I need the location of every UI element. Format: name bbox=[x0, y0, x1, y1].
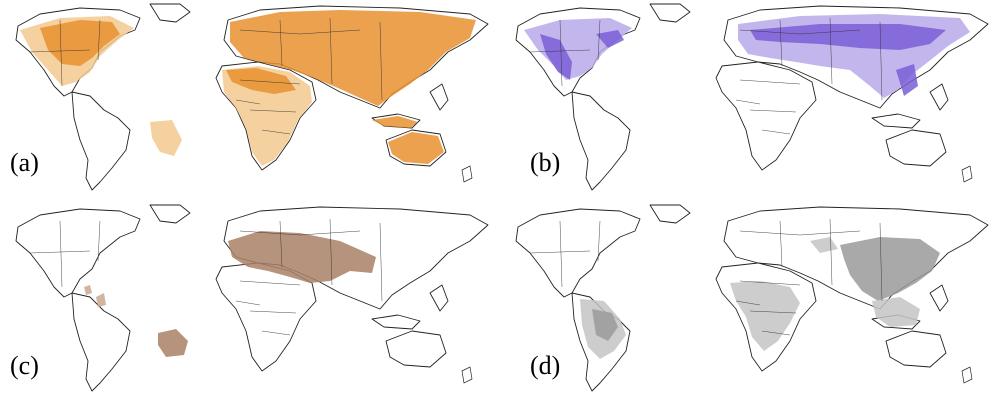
borders-d bbox=[529, 218, 883, 336]
panel-label-d: (d) bbox=[530, 351, 561, 380]
range-c bbox=[84, 231, 376, 357]
panel-label-a: (a) bbox=[10, 148, 39, 177]
range-a bbox=[20, 10, 476, 166]
world-map-c bbox=[15, 204, 489, 392]
borders-b bbox=[529, 17, 883, 135]
world-map-b bbox=[515, 3, 989, 191]
panel-label-c: (c) bbox=[10, 351, 39, 380]
map-panel-c: (c) bbox=[0, 201, 500, 402]
map-panel-a: (a) bbox=[0, 0, 500, 201]
map-panel-b: (b) bbox=[500, 0, 1000, 201]
range-b bbox=[524, 14, 970, 98]
base-land-c bbox=[15, 204, 489, 392]
world-map-a bbox=[15, 3, 489, 191]
panel-label-b: (b) bbox=[530, 148, 561, 177]
world-map-d bbox=[515, 204, 989, 392]
map-panel-d: (d) bbox=[500, 201, 1000, 402]
borders-a bbox=[29, 17, 383, 135]
borders-c bbox=[29, 218, 383, 336]
range-d bbox=[580, 237, 940, 359]
